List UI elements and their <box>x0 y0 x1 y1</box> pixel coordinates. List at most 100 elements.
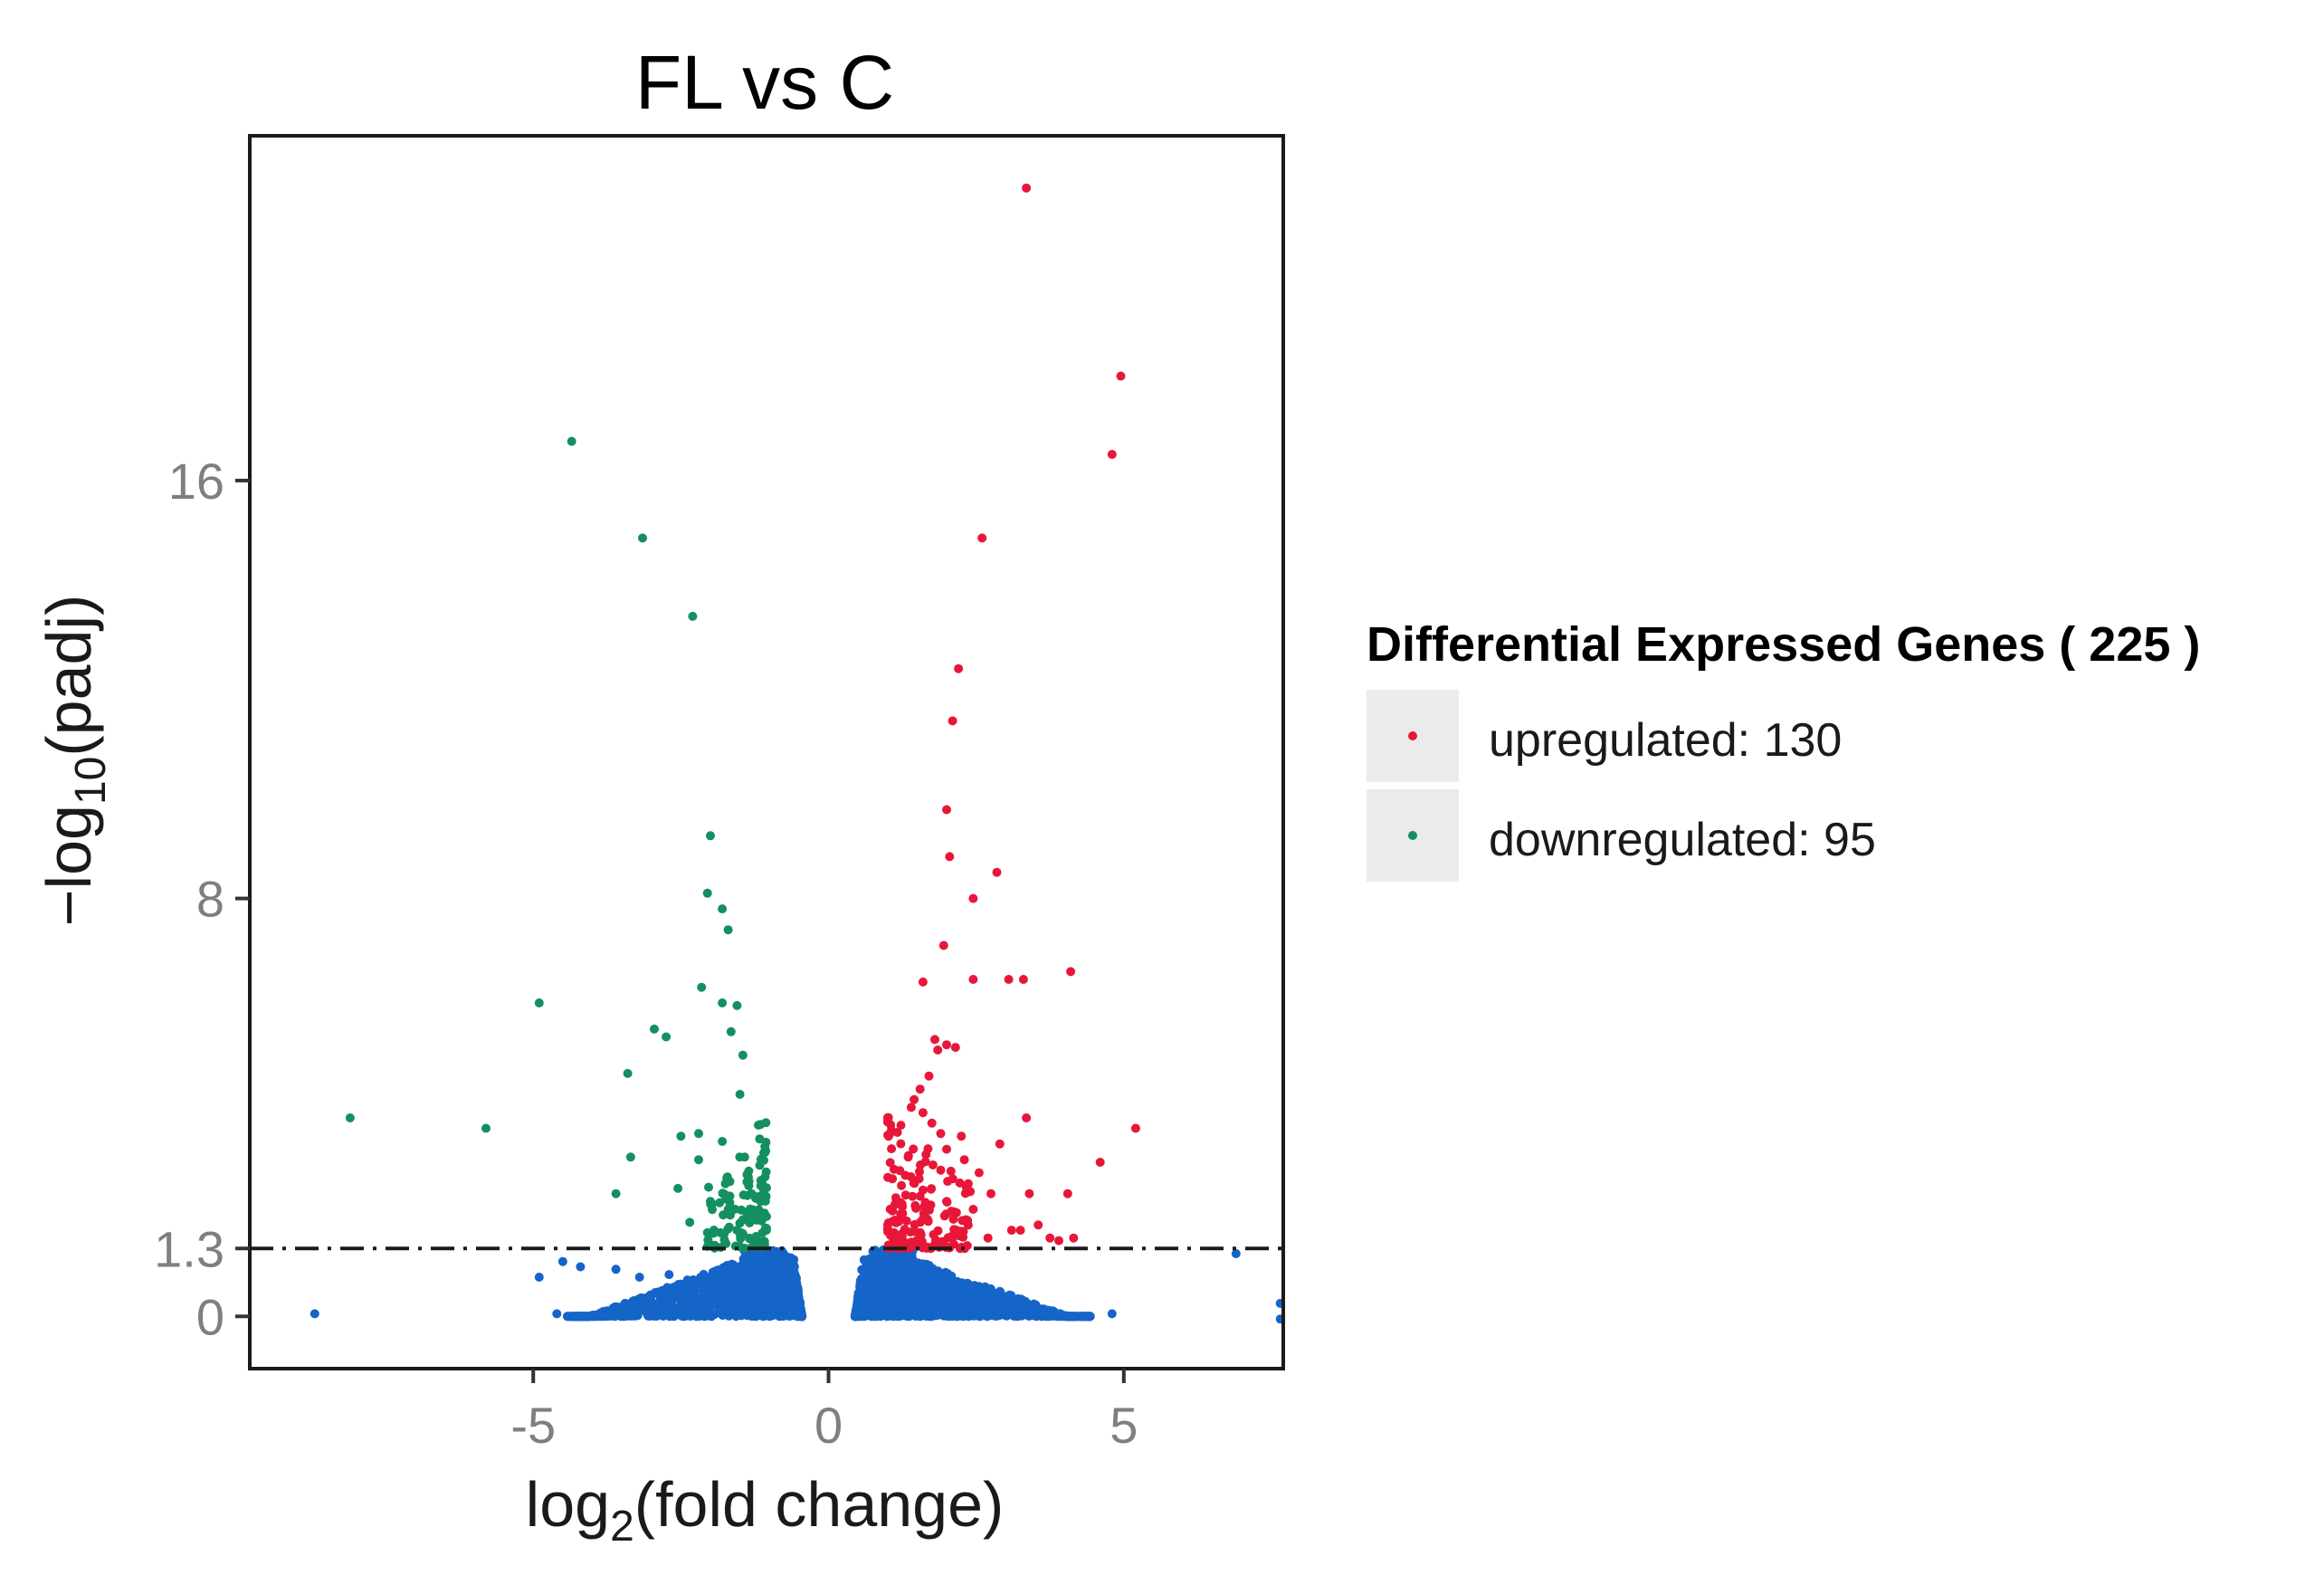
nonsig-gene-point <box>717 1266 727 1276</box>
nonsig-gene-point <box>791 1279 801 1288</box>
nonsig-gene-point <box>1275 1298 1282 1308</box>
nonsig-gene-point <box>930 1293 940 1303</box>
downregulated-gene-point <box>567 436 576 446</box>
legend-label-downregulated: downregulated: 95 <box>1489 814 1876 866</box>
upregulated-gene-point <box>966 1187 976 1197</box>
x-axis-title-main: log <box>526 1469 610 1540</box>
nonsig-gene-point <box>611 1265 621 1274</box>
downregulated-gene-point <box>753 1212 763 1222</box>
nonsig-gene-point <box>1012 1309 1022 1319</box>
nonsig-gene-point <box>534 1273 544 1282</box>
nonsig-gene-point <box>746 1282 756 1292</box>
upregulated-gene-point <box>939 1211 949 1221</box>
upregulated-gene-point <box>943 1233 953 1243</box>
upregulated-gene-point <box>915 1167 924 1177</box>
upregulated-gene-point <box>942 1197 951 1207</box>
upregulated-gene-point <box>1066 967 1076 977</box>
nonsig-gene-point <box>953 1311 963 1321</box>
legend-marker-downregulated <box>1408 831 1417 840</box>
nonsig-gene-point <box>675 1293 685 1303</box>
nonsig-gene-point <box>900 1274 910 1284</box>
nonsig-gene-point <box>920 1293 930 1303</box>
upregulated-gene-point <box>887 1144 897 1154</box>
axis-ticks: -5 0 5 0 1.3 8 16 <box>154 453 1138 1454</box>
downregulated-gene-point <box>706 1197 715 1207</box>
nonsig-gene-point <box>732 1287 742 1297</box>
y-axis-title-rest: (padj) <box>33 595 104 757</box>
nonsig-gene-point <box>961 1286 971 1296</box>
downregulated-gene-point <box>730 1204 740 1214</box>
nonsig-gene-point <box>613 1305 622 1314</box>
downregulated-gene-point <box>735 1090 745 1099</box>
upregulated-gene-point <box>957 1131 967 1141</box>
downregulated-gene-point <box>744 1181 754 1190</box>
upregulated-gene-point <box>906 1102 916 1112</box>
nonsig-gene-point <box>659 1293 669 1303</box>
upregulated-gene-point <box>947 1207 957 1217</box>
upregulated-gene-point <box>885 1158 895 1168</box>
downregulated-gene-point <box>718 1188 728 1198</box>
upregulated-gene-point <box>883 1116 893 1126</box>
upregulated-gene-point <box>901 1216 911 1226</box>
nonsig-gene-point <box>1004 1310 1014 1320</box>
x-axis-title-rest: (fold change) <box>634 1469 1005 1540</box>
nonsig-gene-point <box>875 1255 884 1265</box>
downregulated-gene-point <box>694 1155 703 1165</box>
upregulated-gene-point <box>908 1191 918 1201</box>
x-tick-label: -5 <box>510 1397 556 1454</box>
downregulated-gene-point <box>702 888 712 898</box>
nonsig-gene-point <box>908 1308 917 1318</box>
downregulated-gene-point <box>694 1129 703 1139</box>
nonsig-gene-point <box>928 1267 938 1277</box>
downregulated-gene-point <box>762 1212 771 1221</box>
legend-marker-upregulated <box>1408 731 1417 740</box>
downregulated-gene-point <box>718 998 728 1007</box>
nonsig-gene-point <box>690 1294 700 1304</box>
nonsig-gene-point <box>744 1259 754 1269</box>
upregulated-gene-point <box>888 1174 898 1184</box>
y-axis-title-subscript: 10 <box>67 757 115 805</box>
upregulated-gene-point <box>950 1043 960 1053</box>
nonsig-gene-point <box>714 1281 724 1291</box>
nonsig-gene-point <box>1016 1294 1026 1304</box>
upregulated-gene-point <box>914 1174 924 1184</box>
upregulated-gene-point <box>945 852 955 862</box>
x-tick-label: 0 <box>814 1397 843 1454</box>
upregulated-gene-point <box>911 1203 921 1213</box>
upregulated-gene-point <box>927 1118 937 1128</box>
nonsig-gene-point <box>960 1311 970 1321</box>
downregulated-gene-point <box>744 1166 754 1176</box>
upregulated-gene-point <box>954 663 964 673</box>
downregulated-gene-point <box>726 1026 736 1036</box>
nonsig-gene-point <box>894 1287 904 1297</box>
upregulated-gene-point <box>886 1230 895 1240</box>
y-axis-title-main: −log <box>33 805 104 926</box>
nonsig-gene-point <box>906 1265 915 1274</box>
nonsig-gene-point <box>706 1311 716 1321</box>
downregulated-gene-point <box>697 982 707 992</box>
upregulated-gene-point <box>919 1208 929 1218</box>
downregulated-gene-point <box>755 1134 765 1144</box>
nonsig-gene-point <box>708 1286 718 1296</box>
nonsig-gene-point <box>904 1283 914 1293</box>
nonsig-gene-point <box>995 1287 1005 1297</box>
downregulated-gene-point <box>534 998 544 1007</box>
nonsig-gene-point <box>982 1289 992 1299</box>
nonsig-gene-point <box>587 1311 597 1321</box>
plot-border <box>248 134 1285 1370</box>
nonsig-gene-point <box>552 1309 562 1319</box>
nonsig-gene-point <box>951 1283 961 1293</box>
upregulated-gene-point <box>900 1190 910 1200</box>
nonsig-gene-point <box>923 1311 933 1321</box>
nonsig-gene-point <box>938 1270 948 1280</box>
upregulated-gene-point <box>930 1035 939 1045</box>
nonsig-gene-point <box>771 1254 781 1263</box>
nonsig-gene-point <box>757 1274 767 1284</box>
upregulated-gene-point <box>955 1178 965 1188</box>
nonsig-gene-point <box>704 1296 714 1306</box>
nonsig-gene-point <box>726 1277 736 1287</box>
upregulated-gene-point <box>906 1227 915 1237</box>
nonsig-gene-point <box>971 1293 981 1303</box>
y-tick-label: 1.3 <box>154 1220 224 1277</box>
nonsig-gene-point <box>875 1312 885 1322</box>
